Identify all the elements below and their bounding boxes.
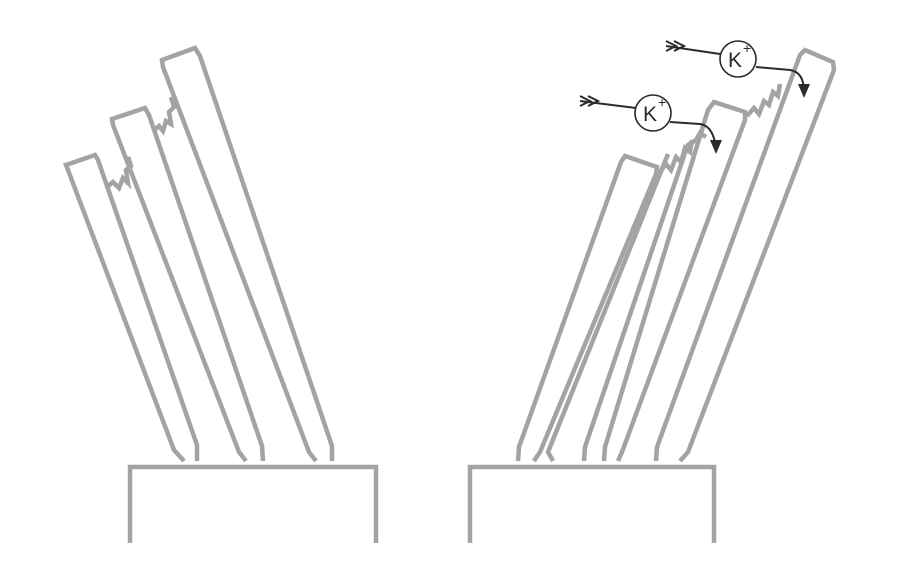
ion-charge: + (743, 40, 751, 56)
flow-line (665, 45, 721, 55)
ion-label: K (728, 49, 742, 72)
ion-flow-upper: K + (665, 40, 810, 98)
ion-label: K (643, 103, 657, 126)
stereocilium-short (63, 152, 200, 463)
flow-line (579, 100, 637, 109)
right-cell-body (467, 464, 717, 543)
arrow-tail-icon (579, 95, 601, 107)
stereocilium-third (601, 99, 748, 462)
stereocilium-second-inner (545, 153, 671, 463)
ion-flow-lower: K + (579, 94, 722, 154)
arrowhead-icon (798, 84, 810, 98)
left-cell-body (127, 464, 379, 543)
tip-link-3 (694, 129, 708, 142)
stereocilium-middle (109, 105, 266, 463)
stereocilium-tall (653, 47, 837, 463)
tip-link-1 (658, 139, 695, 175)
tip-link-1 (105, 156, 134, 193)
arrow-tail-icon (665, 40, 687, 52)
tip-link-2 (152, 96, 177, 136)
ion-charge: + (658, 94, 666, 110)
stereocilium-tall (159, 45, 335, 463)
ion-circle (719, 40, 757, 78)
left-hair-bundle (63, 45, 379, 543)
right-hair-bundle (467, 47, 837, 543)
stereocilium-short (515, 153, 660, 463)
ion-circle (634, 94, 672, 132)
tip-link-2 (745, 83, 783, 119)
arrowhead-icon (710, 140, 722, 154)
